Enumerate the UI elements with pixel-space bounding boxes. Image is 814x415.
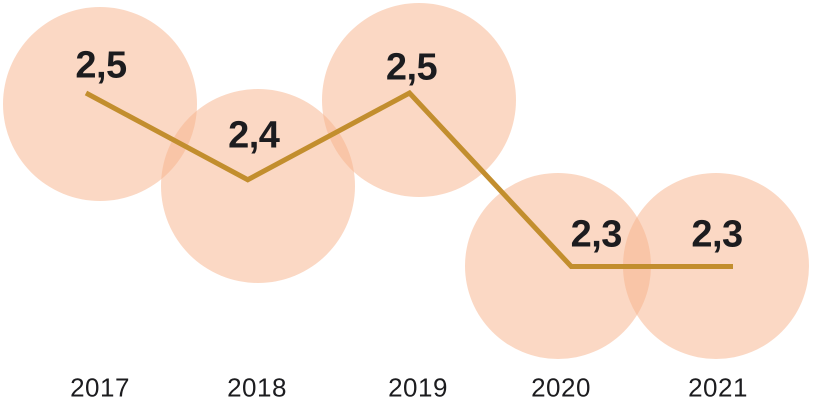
x-axis-label-2021: 2021 [688,372,748,403]
trend-polyline [84,89,733,269]
value-label-2020: 2,3 [570,213,623,255]
x-axis-label-2019: 2019 [388,372,448,403]
value-label-2017: 2,5 [75,44,127,87]
x-axis-label-2017: 2017 [70,372,130,403]
value-label-2019: 2,5 [385,46,438,89]
value-label-2021: 2,3 [691,213,743,255]
x-axis-label-2020: 2020 [531,372,591,403]
value-label-2018: 2,4 [228,114,280,157]
x-axis-label-2018: 2018 [227,372,287,403]
bubble-2018 [161,89,355,283]
